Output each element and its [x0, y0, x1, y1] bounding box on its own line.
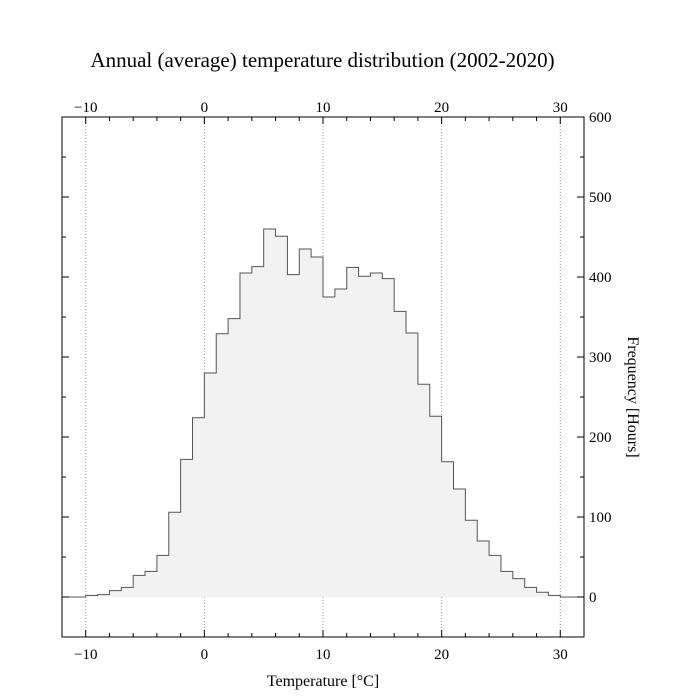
- y-tick-label: 100: [589, 510, 612, 526]
- x-tick-label-top: 10: [316, 100, 331, 116]
- x-tick-label-top: −10: [74, 100, 97, 116]
- x-tick-label: 30: [553, 647, 568, 663]
- x-tick-label-top: 30: [553, 100, 568, 116]
- y-tick-label: 0: [589, 590, 597, 606]
- histogram-fill: [62, 229, 584, 597]
- y-axis-label: Frequency [Hours]: [624, 336, 641, 457]
- y-tick-label: 500: [589, 190, 612, 206]
- x-tick-label: 10: [316, 647, 331, 663]
- x-axis-label: Temperature [°C]: [267, 673, 379, 690]
- chart-title: Annual (average) temperature distributio…: [90, 48, 555, 72]
- axis-ticks: [61, 116, 585, 638]
- x-tick-label: 0: [201, 647, 209, 663]
- x-tick-label-top: 20: [434, 100, 449, 116]
- histogram-outline: [62, 228, 584, 598]
- y-tick-label: 200: [589, 430, 612, 446]
- x-tick-label: −10: [74, 647, 97, 663]
- x-tick-label: 20: [434, 647, 449, 663]
- y-tick-label: 300: [589, 350, 612, 366]
- x-tick-label-top: 0: [201, 100, 209, 116]
- y-tick-label: 600: [589, 110, 612, 126]
- y-tick-label: 400: [589, 270, 612, 286]
